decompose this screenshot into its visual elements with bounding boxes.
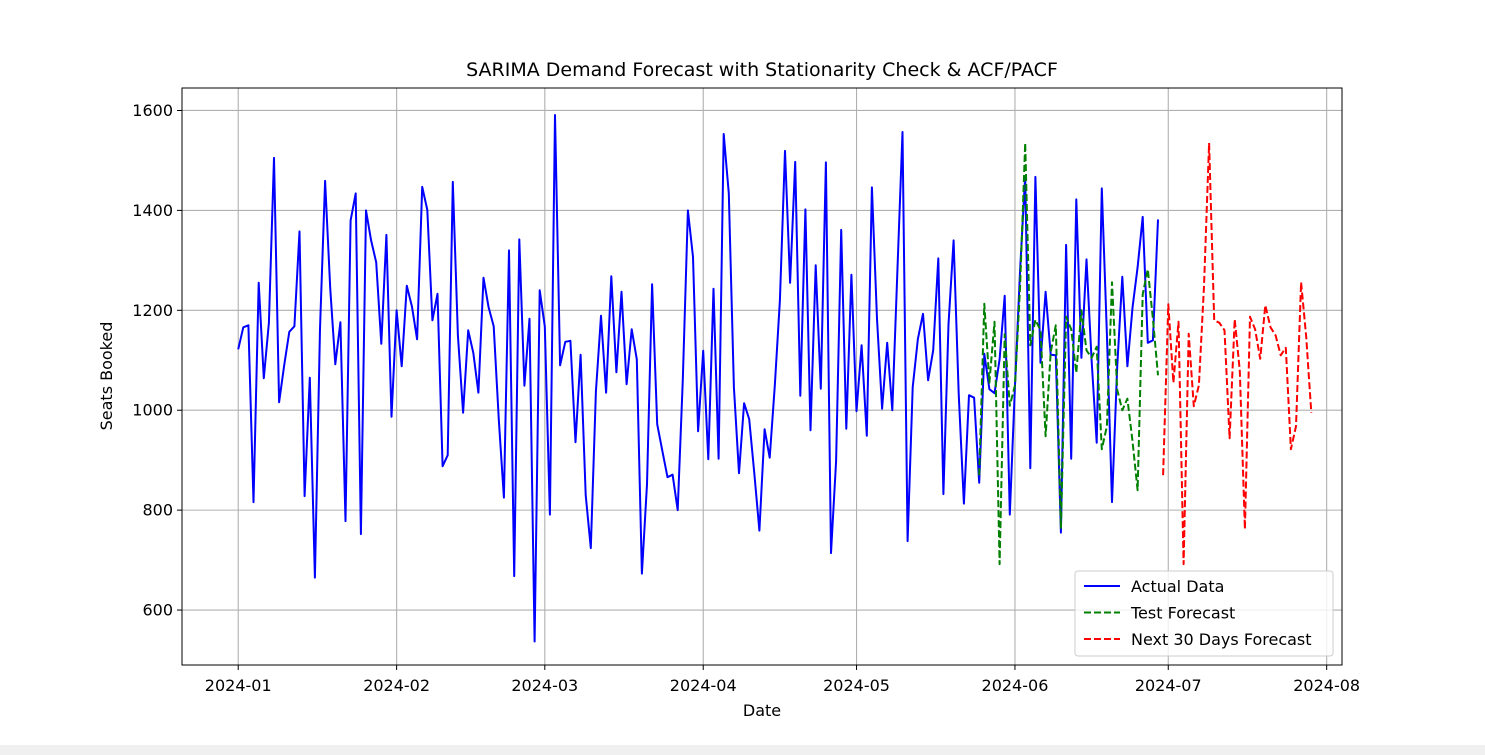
x-tick-label: 2024-07 [1135,676,1202,695]
y-axis-label: Seats Booked [97,322,116,431]
x-tick-label: 2024-01 [205,676,272,695]
plot-area-background [182,88,1342,665]
plot-frame [181,87,1343,666]
chart-title: SARIMA Demand Forecast with Stationarity… [466,59,1058,81]
y-tick-label: 600 [142,601,173,620]
y-tick-label: 1000 [132,401,173,420]
x-tick-label: 2024-04 [670,676,737,695]
series-line-next-30-days-forecast [1162,142,1313,566]
legend-box [1074,570,1334,657]
legend-label-actual-data: Actual Data [1131,577,1224,596]
x-tick-label: 2024-08 [1293,676,1360,695]
legend-label-test-forecast: Test Forecast [1130,604,1235,623]
x-tick-label: 2024-05 [823,676,890,695]
series-group [237,114,1313,643]
window-bottom-strip [0,745,1485,755]
x-axis-label: Date [743,701,781,720]
legend-label-next-30-days-forecast: Next 30 Days Forecast [1131,630,1312,649]
series-line-test-forecast [978,142,1159,566]
x-tick-label: 2024-02 [363,676,430,695]
series-line-actual-data [237,114,1159,643]
y-tick-label: 1200 [132,301,173,320]
grid [182,88,1342,665]
x-tick-label: 2024-06 [982,676,1049,695]
legend: Actual Data Test Forecast Next 30 Days For… [1074,570,1334,657]
ticks: 2024-01 2024-02 2024-03 2024-04 2024-05 2024-… [132,101,1360,695]
y-tick-label: 800 [142,501,173,520]
y-tick-label: 1400 [132,201,173,220]
x-tick-label: 2024-03 [511,676,578,695]
y-tick-label: 1600 [132,101,173,120]
